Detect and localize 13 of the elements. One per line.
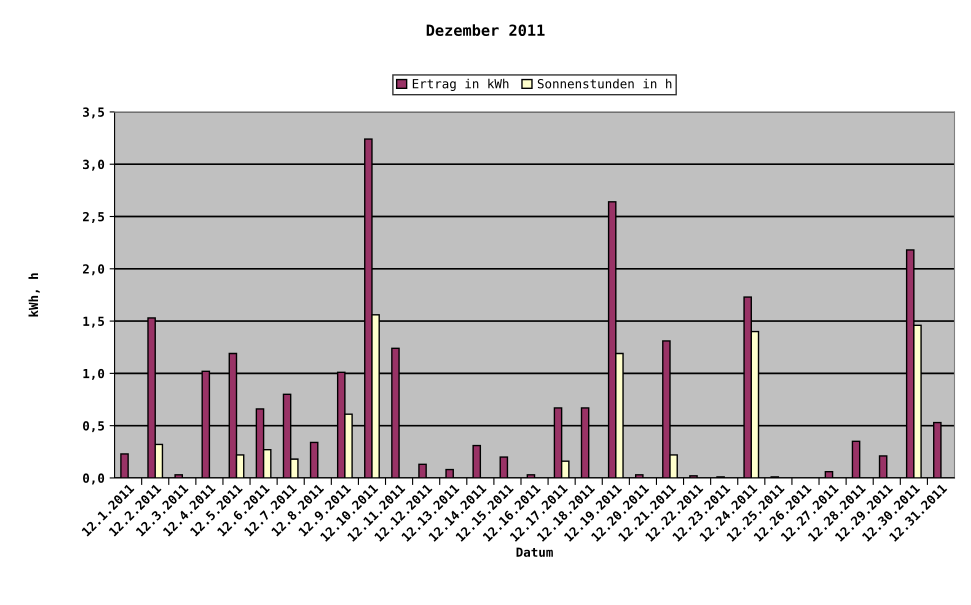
y-tick-label: 2,0	[82, 264, 104, 276]
y-tick-label: 3,0	[83, 160, 104, 171]
y-tick-label: 0,0	[83, 473, 104, 484]
y-tick-label: 2,5	[82, 212, 104, 224]
y-tick-label: 0,5	[83, 421, 104, 432]
y-axis-title: kWh, h	[28, 273, 40, 316]
legend-label: Sonnenstunden in h	[538, 78, 672, 88]
chart-title: Dezember 2011	[426, 24, 545, 36]
y-tick-label: 3,5	[83, 107, 104, 118]
y-tick-label: 1,5	[83, 316, 104, 328]
y-tick-label: 1,0	[83, 368, 104, 380]
legend-label: Ertrag in kWh	[412, 78, 508, 91]
x-axis-title: Datum	[516, 548, 553, 557]
